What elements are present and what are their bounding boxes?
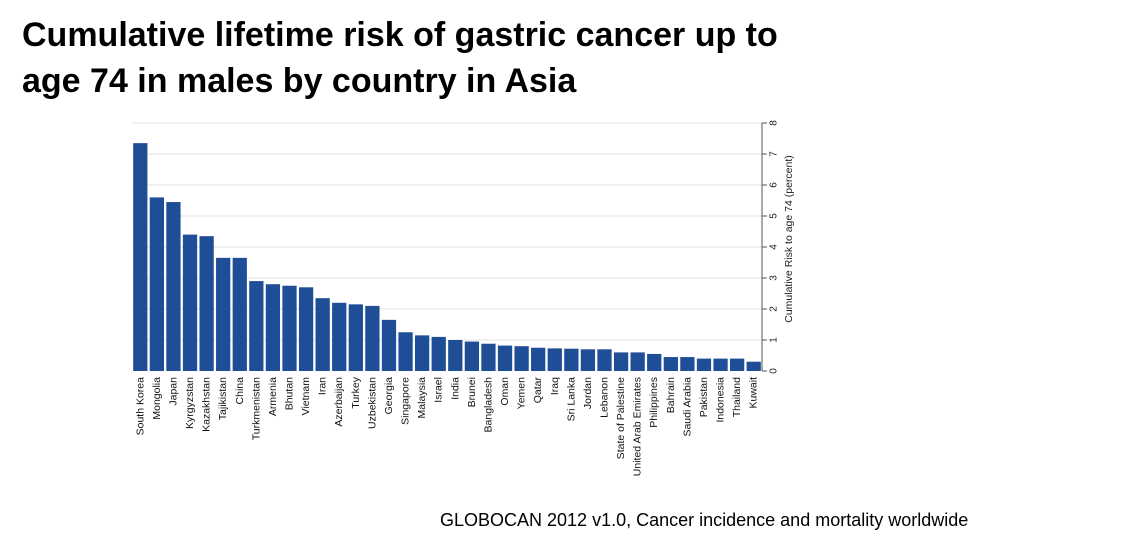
bar: [365, 305, 380, 371]
x-tick-label: Malaysia: [416, 377, 428, 419]
x-tick-label: Oman: [499, 377, 511, 406]
chart-title-line-2: age 74 in males by country in Asia: [22, 62, 577, 100]
x-tick-label: Sri Lanka: [565, 377, 577, 422]
source-caption: GLOBOCAN 2012 v1.0, Cancer incidence and…: [440, 510, 969, 530]
bar: [216, 257, 231, 371]
x-tick-label: Tajikistan: [217, 377, 229, 420]
bar: [448, 340, 463, 371]
x-tick-label: Georgia: [383, 377, 395, 415]
x-tick-label: Iran: [317, 377, 329, 395]
bar: [580, 349, 596, 371]
y-tick-label: 5: [769, 213, 780, 219]
x-tick-label: Bhutan: [284, 377, 296, 410]
x-axis-labels: South Korea Mongolia Japan Kyrgyzstan Kazakh…: [134, 376, 759, 476]
chart-title-line-1: Cumulative lifetime risk of gastric canc…: [22, 16, 778, 54]
bar: [481, 343, 496, 371]
bar: [713, 358, 728, 371]
chart-title: Cumulative lifetime risk of gastric canc…: [22, 12, 1022, 104]
x-tick-label: Turkmenistan: [250, 377, 262, 440]
x-tick-label: Turkey: [350, 376, 362, 408]
y-tick-label: 2: [769, 306, 780, 312]
x-tick-label: Pakistan: [698, 377, 710, 417]
y-axis: 0 1 2 3 4 5 6 7 8: [761, 120, 780, 374]
bar: [332, 302, 347, 371]
x-tick-label: Bangladesh: [482, 377, 494, 433]
bar: [398, 332, 413, 371]
bar: [730, 358, 745, 371]
y-axis-title: Cumulative Risk to age 74 (percent): [783, 155, 795, 323]
bar: [647, 353, 662, 371]
bar: [547, 348, 562, 371]
bar: [133, 143, 148, 371]
bar: [381, 319, 397, 371]
x-tick-label: Brunei: [466, 377, 478, 407]
bar: [630, 352, 645, 371]
x-tick-label: Mongolia: [151, 377, 163, 420]
x-tick-label: Bahrain: [665, 377, 677, 413]
x-tick-label: Lebanon: [599, 377, 611, 418]
x-tick-label: Yemen: [516, 377, 528, 409]
x-tick-label: United Arab Emirates: [632, 377, 644, 476]
y-tick-label: 6: [769, 182, 780, 188]
y-tick-label: 0: [769, 368, 780, 374]
bar: [315, 298, 330, 371]
x-tick-label: Qatar: [532, 377, 544, 404]
bar: [298, 287, 314, 371]
x-tick-label: Jordan: [582, 377, 594, 409]
x-tick-label: Saudi Arabia: [681, 377, 693, 437]
bar: [663, 357, 678, 371]
bar: [597, 349, 612, 371]
bar: [232, 257, 247, 371]
bar: [514, 346, 529, 371]
bar: [746, 361, 761, 371]
x-tick-label: Singapore: [400, 377, 412, 425]
bars: [133, 143, 761, 371]
x-tick-label: China: [234, 377, 246, 405]
bar: [431, 336, 446, 371]
bar: [182, 234, 198, 371]
y-tick-label: 1: [769, 337, 780, 343]
bar: [265, 284, 281, 371]
y-tick-label: 8: [769, 120, 780, 126]
x-tick-label: Philippines: [648, 377, 660, 428]
bar: [348, 304, 363, 371]
x-tick-label: Iraq: [549, 377, 561, 395]
bar: [166, 202, 181, 371]
bar: [282, 285, 297, 371]
bar: [415, 335, 430, 371]
gridlines: [132, 122, 762, 341]
x-tick-label: Kuwait: [748, 377, 760, 409]
y-tick-label: 4: [769, 244, 780, 250]
x-tick-label: Thailand: [731, 377, 743, 417]
x-tick-label: Vietnam: [300, 377, 312, 416]
bar: [531, 347, 546, 371]
bar: [497, 345, 513, 371]
y-tick-label: 3: [769, 275, 780, 281]
x-tick-label: Israel: [433, 377, 445, 403]
x-tick-label: Kazakhstan: [201, 377, 213, 432]
x-tick-label: Japan: [167, 377, 179, 406]
x-tick-label: Kyrgyzstan: [184, 377, 196, 429]
bar: [680, 357, 695, 371]
x-tick-label: India: [449, 377, 461, 400]
bar: [149, 197, 164, 371]
x-tick-label: Indonesia: [715, 377, 727, 423]
bar: [613, 352, 629, 371]
bar: [696, 358, 712, 371]
x-tick-label: State of Palestine: [615, 377, 627, 459]
bar: [199, 236, 214, 371]
y-tick-label: 7: [769, 151, 780, 157]
x-tick-label: Azerbaijan: [333, 377, 345, 427]
x-tick-label: Armenia: [267, 377, 279, 416]
bar: [564, 348, 579, 371]
x-tick-label: South Korea: [134, 377, 146, 436]
x-tick-label: Uzbekistan: [366, 377, 378, 429]
bar: [249, 281, 264, 371]
bar: [464, 341, 479, 371]
